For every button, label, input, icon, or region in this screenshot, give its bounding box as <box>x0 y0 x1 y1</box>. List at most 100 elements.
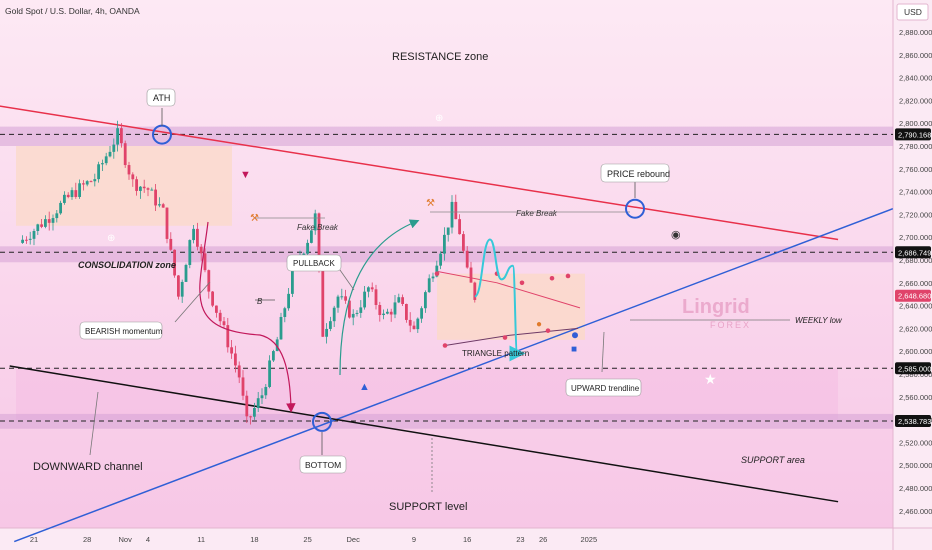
star-icon: ★ <box>704 371 717 387</box>
fake-break-label-1: Fake Break <box>297 223 339 232</box>
candle-22 <box>104 152 108 166</box>
y-tick-2860: 2,860.000 <box>899 51 932 60</box>
time-axis-panel <box>0 528 893 550</box>
candle-16 <box>82 180 85 191</box>
candle-66 <box>272 349 275 363</box>
consolidation-zone-label: CONSOLIDATION zone <box>78 260 176 270</box>
hammer-icon: ⚒ <box>250 213 259 224</box>
candle-0 <box>21 235 24 244</box>
triangle-touch-1 <box>519 280 525 286</box>
candle-76 <box>310 230 313 244</box>
candle-19 <box>93 173 97 187</box>
price-axis-panel <box>893 0 932 550</box>
level-zone-2 <box>0 413 893 429</box>
level-badge-3 <box>895 414 931 427</box>
candle-113 <box>450 195 454 234</box>
candle-42 <box>180 279 184 303</box>
candle-97 <box>389 308 393 322</box>
candle-100 <box>401 294 404 306</box>
candle-28 <box>127 161 131 180</box>
candle-77 <box>313 209 317 235</box>
candle-98 <box>393 295 397 319</box>
upward-trendline[interactable] <box>13 207 894 543</box>
candle-30 <box>135 176 138 196</box>
y-tick-2660: 2,660.000 <box>899 279 932 288</box>
candle-59 <box>245 390 249 423</box>
rebound-circle <box>625 198 645 219</box>
plus-icon: ⊕ <box>435 113 443 124</box>
candle-43 <box>184 263 188 282</box>
y-tick-2480: 2,480.000 <box>899 484 932 493</box>
candle-2 <box>28 231 32 245</box>
candle-93 <box>374 284 378 310</box>
level-badge-text-2: 2,585.000 <box>898 364 931 373</box>
x-tick-9: 16 <box>463 535 471 544</box>
level-badge-1 <box>895 246 931 259</box>
bottom-circle <box>312 411 332 432</box>
candle-91 <box>367 286 370 298</box>
candle-13 <box>70 187 74 200</box>
candle-55 <box>230 340 233 359</box>
plot-background <box>0 0 893 528</box>
candle-17 <box>85 180 89 187</box>
candle-14 <box>74 182 78 199</box>
downward-channel-label: DOWNWARD channel <box>33 461 143 473</box>
candle-85 <box>344 289 347 304</box>
candle-44 <box>188 239 192 269</box>
currency-label[interactable]: USD <box>904 7 922 17</box>
candle-33 <box>146 187 150 197</box>
candle-10 <box>59 200 62 215</box>
current-price-badge <box>895 289 931 302</box>
triangle-touch-4 <box>502 335 508 340</box>
snail-icon: ● <box>536 319 542 330</box>
candle-18 <box>89 180 93 183</box>
y-tick-2560: 2,560.000 <box>899 393 932 402</box>
candle-23 <box>108 145 112 158</box>
watermark-sub: FOREX <box>710 320 751 330</box>
x-tick-2: Nov <box>119 535 133 544</box>
support-area-box <box>16 368 838 420</box>
level-badge-0 <box>895 128 931 141</box>
downward-channel-line[interactable] <box>9 365 839 503</box>
level-zone-1 <box>0 246 893 263</box>
candle-34 <box>150 187 154 191</box>
candle-53 <box>222 317 226 329</box>
y-tick-2620: 2,620.000 <box>899 324 932 333</box>
candle-89 <box>359 300 363 318</box>
candle-118 <box>469 261 473 283</box>
resistance-trendline[interactable] <box>0 105 839 241</box>
triangle-start-low <box>442 343 448 348</box>
candle-84 <box>340 288 344 300</box>
level-badge-text-3: 2,538.783 <box>898 417 931 426</box>
candle-80 <box>325 323 328 344</box>
chart-header-symbol: Gold Spot / U.S. Dollar, 4h, OANDA <box>5 6 140 16</box>
x-tick-7: Dec <box>347 535 361 544</box>
candle-4 <box>36 223 40 235</box>
candle-92 <box>370 282 374 292</box>
candle-31 <box>139 185 142 199</box>
candle-95 <box>382 309 385 320</box>
x-tick-4: 11 <box>197 535 205 544</box>
candle-51 <box>215 305 218 318</box>
b-label: B <box>257 297 263 306</box>
candle-36 <box>158 197 161 208</box>
eye-icon: ◉ <box>671 229 681 241</box>
bearish-pointer <box>174 281 211 323</box>
candle-114 <box>454 194 458 220</box>
bearish-arrow <box>199 221 296 413</box>
candle-24 <box>112 138 116 159</box>
support-level-label: SUPPORT level <box>389 501 467 513</box>
x-tick-10: 23 <box>516 535 524 544</box>
trendline-pointer <box>601 331 605 373</box>
y-tick-2740: 2,740.000 <box>899 188 932 197</box>
pullback-arrow <box>339 219 420 376</box>
x-tick-12: 2025 <box>580 535 597 544</box>
x-tick-6: 25 <box>303 535 311 544</box>
candle-101 <box>405 303 408 323</box>
candle-117 <box>465 246 469 269</box>
y-tick-2780: 2,780.000 <box>899 142 932 151</box>
candle-27 <box>123 140 127 168</box>
projection-path <box>473 238 526 362</box>
candle-1 <box>25 236 28 244</box>
